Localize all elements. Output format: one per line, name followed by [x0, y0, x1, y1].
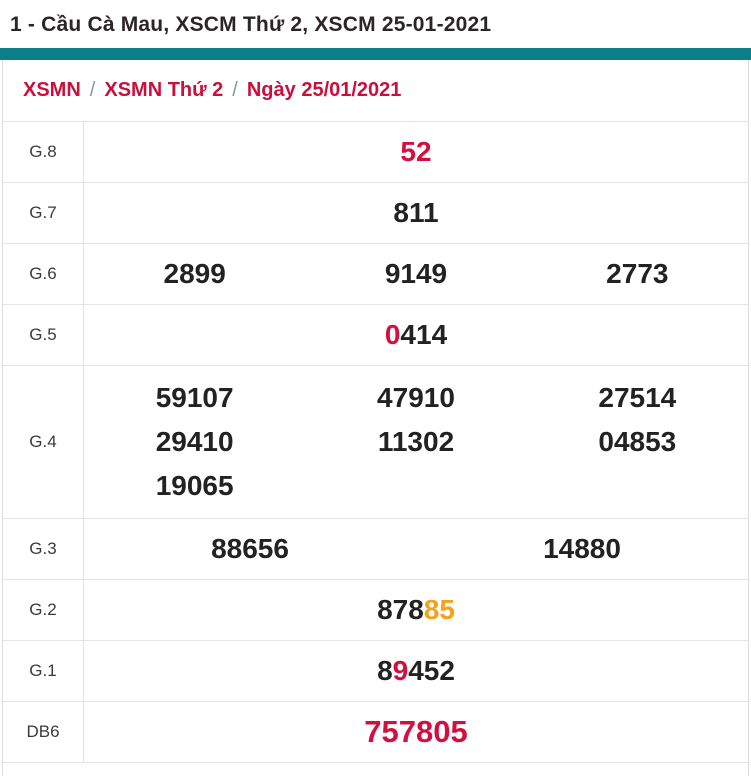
results-panel: XSMN / XSMN Thứ 2 / Ngày 25/01/2021 G.8 52 G.7… — [2, 60, 749, 776]
prize-line: 0414 — [84, 313, 748, 357]
breadcrumb-separator: / — [89, 79, 96, 101]
prize-number-segment: 9 — [392, 655, 409, 686]
prize-number: 04853 — [527, 420, 748, 464]
prize-number: 2899 — [84, 252, 305, 296]
prize-numbers: 59107 47910 27514 29410 11302 04853 19065 — [84, 366, 748, 518]
prize-number — [305, 464, 526, 508]
prize-label: DB6 — [3, 702, 84, 762]
prize-line: 52 — [84, 130, 748, 174]
prize-number-segment: 452 — [408, 655, 455, 686]
prize-numbers: 757805 — [84, 702, 748, 762]
page-title: 1 - Cầu Cà Mau, XSCM Thứ 2, XSCM 25-01-2… — [10, 13, 492, 36]
prize-number-segment: 757805 — [364, 714, 468, 749]
prize-row-g1: G.1 89452 — [3, 641, 748, 702]
prize-number: 811 — [84, 191, 748, 235]
prize-line: 59107 47910 27514 — [84, 376, 748, 420]
prize-number-segment: 27514 — [598, 382, 677, 413]
prize-number-segment: 04853 — [598, 426, 677, 457]
prize-label: G.7 — [3, 183, 84, 243]
prize-line: 19065 — [84, 464, 748, 508]
prize-number: 59107 — [84, 376, 305, 420]
prize-label: G.2 — [3, 580, 84, 640]
prize-number: 89452 — [84, 649, 748, 693]
prize-numbers: 87885 — [84, 580, 748, 640]
prize-number-segment: 14880 — [543, 533, 621, 564]
prize-number: 87885 — [84, 588, 748, 632]
prize-numbers: 88656 14880 — [84, 519, 748, 579]
prize-numbers: 89452 — [84, 641, 748, 701]
prize-number-segment: 878 — [377, 594, 424, 625]
prize-number: 47910 — [305, 376, 526, 420]
prize-number: 14880 — [416, 527, 748, 571]
prize-line: 88656 14880 — [84, 527, 748, 571]
prize-label: G.4 — [3, 366, 84, 518]
prize-number-segment: 29410 — [155, 426, 234, 457]
prize-number-segment: 9149 — [384, 258, 448, 289]
prize-number-segment: 2899 — [163, 258, 226, 289]
breadcrumb-link[interactable]: XSMN Thứ 2 — [104, 79, 224, 101]
prize-number-segment: 47910 — [377, 382, 455, 413]
prize-number-segment: 811 — [393, 197, 439, 228]
prize-line: 757805 — [84, 710, 748, 754]
prize-number: 88656 — [84, 527, 416, 571]
prize-row-g3: G.3 88656 14880 — [3, 519, 748, 580]
prize-row-g4: G.4 59107 47910 27514 29410 11302 04853 19065 — [3, 366, 748, 519]
prize-numbers: 52 — [84, 122, 748, 182]
prize-number: 29410 — [84, 420, 305, 464]
prize-line: 811 — [84, 191, 748, 235]
prize-line: 2899 9149 2773 — [84, 252, 748, 296]
prize-numbers: 0414 — [84, 305, 748, 365]
prize-label: G.6 — [3, 244, 84, 304]
prize-number-segment: 11302 — [377, 426, 455, 457]
prize-number-segment: 59107 — [155, 382, 234, 413]
prize-number-segment: 52 — [400, 136, 432, 167]
prize-label: G.8 — [3, 122, 84, 182]
prize-number: 11302 — [305, 420, 526, 464]
prize-row-g6: G.6 2899 9149 2773 — [3, 244, 748, 305]
partial-next-row — [3, 763, 748, 775]
prize-number: 19065 — [84, 464, 305, 508]
prize-line: 87885 — [84, 588, 748, 632]
prize-row-g2: G.2 87885 — [3, 580, 748, 641]
prize-number-segment: 19065 — [155, 470, 234, 501]
prize-number: 27514 — [527, 376, 748, 420]
prize-number — [527, 464, 748, 508]
prize-label: G.5 — [3, 305, 84, 365]
prize-number-segment: 8 — [377, 655, 393, 686]
prize-label: G.3 — [3, 519, 84, 579]
results-table: G.8 52 G.7 811 G.6 2899 9149 2773 G.5 0414 G.4 5910… — [3, 122, 748, 775]
prize-row-db6: DB6 757805 — [3, 702, 748, 763]
prize-row-g8: G.8 52 — [3, 122, 748, 183]
breadcrumb: XSMN / XSMN Thứ 2 / Ngày 25/01/2021 — [3, 60, 748, 122]
prize-number: 757805 — [84, 710, 748, 754]
prize-number: 2773 — [527, 252, 748, 296]
prize-row-g7: G.7 811 — [3, 183, 748, 244]
panel-top-accent-bar — [0, 48, 751, 60]
breadcrumb-link[interactable]: XSMN — [23, 79, 81, 101]
prize-line: 29410 11302 04853 — [84, 420, 748, 464]
prize-number: 52 — [84, 130, 748, 174]
prize-number-segment: 0 — [384, 319, 401, 350]
prize-row-g5: G.5 0414 — [3, 305, 748, 366]
prize-number: 0414 — [84, 313, 748, 357]
prize-number-segment: 414 — [400, 319, 448, 350]
prize-number-segment: 2773 — [606, 258, 669, 289]
prize-number-segment: 88656 — [211, 533, 289, 564]
prize-line: 89452 — [84, 649, 748, 693]
prize-number: 9149 — [305, 252, 526, 296]
prize-number-segment: 85 — [423, 594, 455, 625]
prize-numbers: 2899 9149 2773 — [84, 244, 748, 304]
prize-numbers: 811 — [84, 183, 748, 243]
breadcrumb-separator: / — [232, 79, 238, 101]
breadcrumb-link[interactable]: Ngày 25/01/2021 — [246, 79, 402, 101]
prize-label: G.1 — [3, 641, 84, 701]
